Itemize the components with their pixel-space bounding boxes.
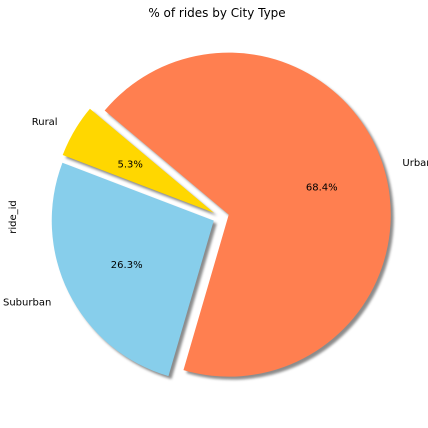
pie-slice-rural: [62, 108, 215, 213]
pct-label-urban: 68.4%: [306, 182, 338, 193]
chart-title: % of rides by City Type: [148, 6, 285, 20]
category-label-suburban: Suburban: [3, 297, 51, 308]
category-label-urban: Urban: [402, 158, 428, 169]
slices: [51, 52, 391, 377]
category-label-rural: Rural: [32, 117, 58, 128]
pct-label-rural: 5.3%: [117, 160, 142, 171]
y-axis-label: ride_id: [8, 200, 19, 234]
pie-slice-suburban: [51, 162, 214, 377]
pie-slice-urban: [104, 52, 391, 377]
pct-label-suburban: 26.3%: [111, 260, 143, 271]
slice-labels: 5.3% Rural 26.3% Suburban 68.4% Urban: [3, 117, 428, 308]
